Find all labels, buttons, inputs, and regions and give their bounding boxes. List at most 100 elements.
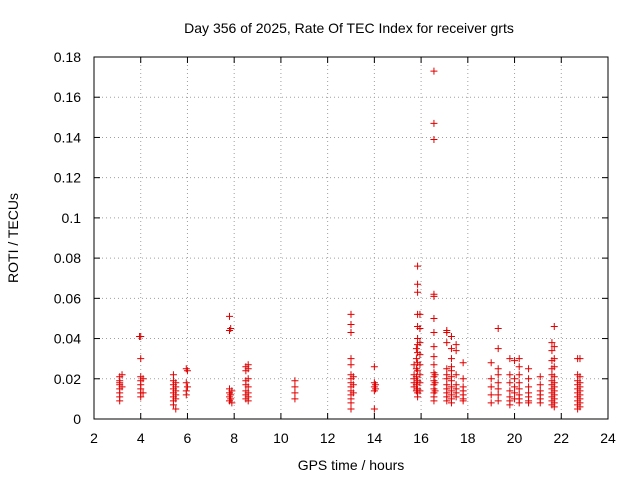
data-point (511, 357, 519, 365)
data-point (452, 371, 460, 379)
data-point (487, 359, 495, 367)
data-point (228, 387, 236, 395)
data-point (414, 262, 422, 270)
data-point (431, 379, 439, 387)
data-point (431, 371, 439, 379)
data-point (347, 329, 355, 337)
data-point (412, 345, 420, 353)
data-point (494, 371, 502, 379)
data-point (536, 373, 544, 381)
x-tick-label: 20 (507, 430, 523, 446)
data-point (506, 387, 514, 395)
data-point (443, 339, 451, 347)
data-point (430, 329, 438, 337)
data-point (550, 373, 558, 381)
data-point (550, 363, 558, 371)
data-point (452, 393, 460, 401)
x-tick-label: 8 (230, 430, 238, 446)
data-point (487, 399, 495, 407)
data-point (494, 391, 502, 399)
x-tick-label: 12 (320, 430, 336, 446)
data-point (416, 361, 424, 369)
data-point (412, 355, 420, 363)
data-point (244, 375, 252, 383)
data-point (226, 312, 234, 320)
data-point (183, 367, 191, 375)
data-point (447, 399, 455, 407)
data-point (412, 381, 420, 389)
data-point (291, 395, 299, 403)
data-point (414, 367, 422, 375)
data-point (536, 381, 544, 389)
data-point (494, 385, 502, 393)
data-point (443, 329, 451, 337)
x-tick-label: 16 (413, 430, 429, 446)
axis-ticks: 2 4 6 8 10 12 14 16 18 20 22 2400.020.040.060.080.1… (54, 49, 616, 446)
data-point (430, 353, 438, 361)
data-point (447, 355, 455, 363)
y-tick-label: 0.14 (54, 129, 81, 145)
data-point (515, 355, 523, 363)
data-point (414, 280, 422, 288)
data-point (430, 135, 438, 143)
data-point (416, 371, 424, 379)
data-point (349, 373, 357, 381)
y-tick-label: 0.16 (54, 89, 81, 105)
data-point (244, 397, 252, 405)
x-tick-label: 22 (553, 430, 569, 446)
data-point (550, 343, 558, 351)
data-point (227, 395, 235, 403)
data-point (291, 383, 299, 391)
data-point (515, 363, 523, 371)
data-point (430, 397, 438, 405)
data-point (416, 387, 424, 395)
grid-lines (94, 57, 608, 419)
y-tick-label: 0.08 (54, 250, 81, 266)
y-tick-label: 0.04 (54, 331, 81, 347)
data-point (525, 383, 533, 391)
data-point (576, 373, 584, 381)
data-point (347, 355, 355, 363)
data-point (349, 381, 357, 389)
data-point (452, 341, 460, 349)
data-point (525, 399, 533, 407)
data-point (137, 355, 145, 363)
data-point (370, 405, 378, 413)
data-point (414, 393, 422, 401)
data-point (550, 355, 558, 363)
x-tick-label: 6 (184, 430, 192, 446)
plot-frame (93, 56, 609, 420)
data-point (550, 322, 558, 330)
data-point (443, 375, 451, 383)
x-tick-label: 10 (273, 430, 289, 446)
x-tick-label: 4 (137, 430, 145, 446)
data-point (506, 355, 514, 363)
data-point (515, 399, 523, 407)
data-point (244, 365, 252, 373)
x-tick-label: 18 (460, 430, 476, 446)
data-point (506, 379, 514, 387)
y-tick-label: 0.12 (54, 170, 81, 186)
data-point (515, 379, 523, 387)
data-point (494, 397, 502, 405)
y-tick-label: 0.18 (54, 49, 81, 65)
data-point (244, 383, 252, 391)
data-point (511, 389, 519, 397)
data-point (414, 335, 422, 343)
data-point (137, 393, 145, 401)
data-point (370, 363, 378, 371)
data-point (430, 119, 438, 127)
data-point (459, 397, 467, 405)
data-point (548, 347, 556, 355)
data-point (116, 397, 124, 405)
data-point (430, 343, 438, 351)
data-point (430, 314, 438, 322)
data-point (416, 351, 424, 359)
data-point (228, 399, 236, 407)
data-point (576, 403, 584, 411)
data-point (414, 288, 422, 296)
data-point (347, 405, 355, 413)
data-point (431, 387, 439, 395)
data-point (511, 383, 519, 391)
data-point (416, 310, 424, 318)
